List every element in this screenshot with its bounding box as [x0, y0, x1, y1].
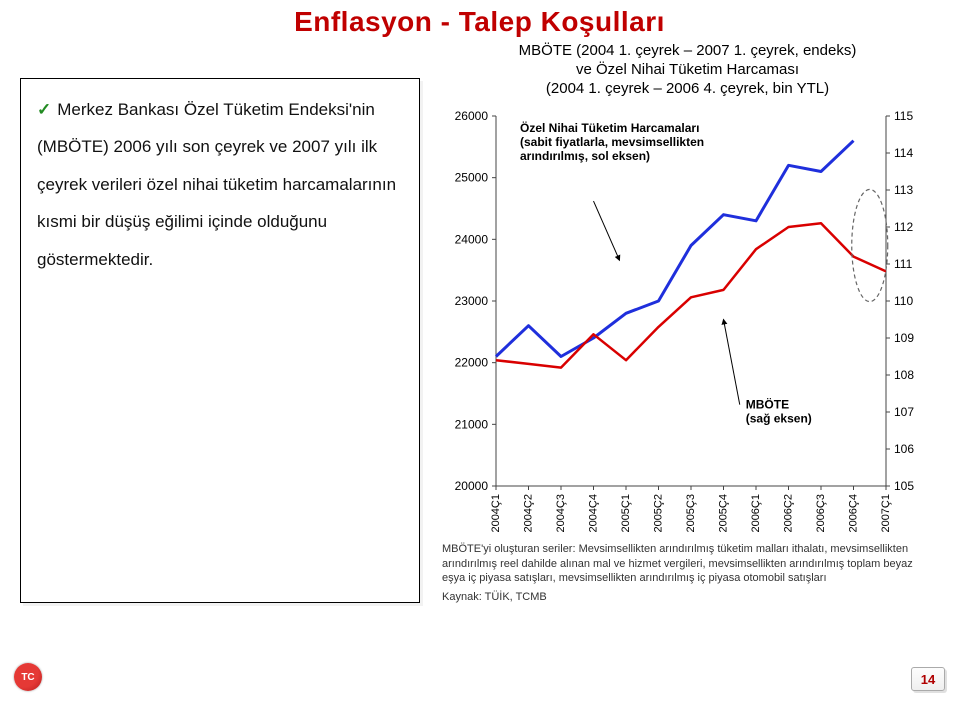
- svg-text:2006Ç2: 2006Ç2: [782, 494, 794, 533]
- dual-axis-line-chart: 20000 21000 22000 23000 24000 25000 26000 105 10…: [436, 106, 936, 536]
- chart-title-line1: MBÖTE (2004 1. çeyrek – 2007 1. çeyrek, …: [519, 42, 857, 59]
- svg-text:109: 109: [894, 331, 914, 345]
- svg-text:22000: 22000: [455, 356, 489, 370]
- svg-text:2005Ç4: 2005Ç4: [717, 494, 729, 533]
- svg-text:115: 115: [894, 109, 913, 123]
- svg-text:2004Ç2: 2004Ç2: [522, 494, 534, 533]
- svg-text:111: 111: [894, 257, 913, 271]
- chart-title-line3: (2004 1. çeyrek – 2006 4. çeyrek, bin YT…: [546, 80, 829, 97]
- svg-text:2007Ç1: 2007Ç1: [880, 494, 892, 533]
- svg-text:23000: 23000: [455, 294, 489, 308]
- svg-text:26000: 26000: [455, 109, 489, 123]
- svg-text:24000: 24000: [455, 233, 489, 247]
- check-icon: ✓: [37, 100, 51, 119]
- content-row: ✓Merkez Bankası Özel Tüketim Endeksi'nin…: [0, 42, 959, 603]
- svg-text:21000: 21000: [455, 418, 489, 432]
- side-text: Merkez Bankası Özel Tüketim Endeksi'nin …: [37, 100, 396, 269]
- svg-text:107: 107: [894, 405, 914, 419]
- chart-title: MBÖTE (2004 1. çeyrek – 2007 1. çeyrek, …: [436, 42, 939, 98]
- chart-panel: MBÖTE (2004 1. çeyrek – 2007 1. çeyrek, …: [420, 42, 939, 603]
- chart-title-line2: ve Özel Nihai Tüketim Harcaması: [576, 61, 799, 78]
- svg-text:105: 105: [894, 479, 914, 493]
- tcmb-logo-icon: TC: [14, 663, 42, 691]
- svg-text:2006Ç3: 2006Ç3: [815, 494, 827, 533]
- svg-text:20000: 20000: [455, 479, 489, 493]
- svg-text:2005Ç3: 2005Ç3: [685, 494, 697, 533]
- svg-text:110: 110: [894, 294, 913, 308]
- svg-text:2006Ç1: 2006Ç1: [750, 494, 762, 533]
- svg-text:106: 106: [894, 442, 914, 456]
- svg-text:108: 108: [894, 368, 914, 382]
- svg-text:2005Ç2: 2005Ç2: [652, 494, 664, 533]
- svg-text:2004Ç4: 2004Ç4: [587, 494, 599, 533]
- svg-text:113: 113: [894, 183, 913, 197]
- svg-text:25000: 25000: [455, 171, 489, 185]
- svg-text:2006Ç4: 2006Ç4: [847, 494, 859, 533]
- svg-text:112: 112: [894, 220, 913, 234]
- svg-text:2004Ç1: 2004Ç1: [490, 494, 502, 533]
- chart-source: Kaynak: TÜİK, TCMB: [436, 591, 939, 603]
- svg-text:114: 114: [894, 146, 913, 160]
- side-text-box: ✓Merkez Bankası Özel Tüketim Endeksi'nin…: [20, 78, 420, 603]
- svg-text:2005Ç1: 2005Ç1: [620, 494, 632, 533]
- chart-footnote: MBÖTE'yi oluşturan seriler: Mevsimsellik…: [436, 542, 939, 585]
- svg-text:2004Ç3: 2004Ç3: [555, 494, 567, 533]
- page-title: Enflasyon - Talep Koşulları: [0, 0, 959, 42]
- page-number-badge: 14: [911, 667, 945, 691]
